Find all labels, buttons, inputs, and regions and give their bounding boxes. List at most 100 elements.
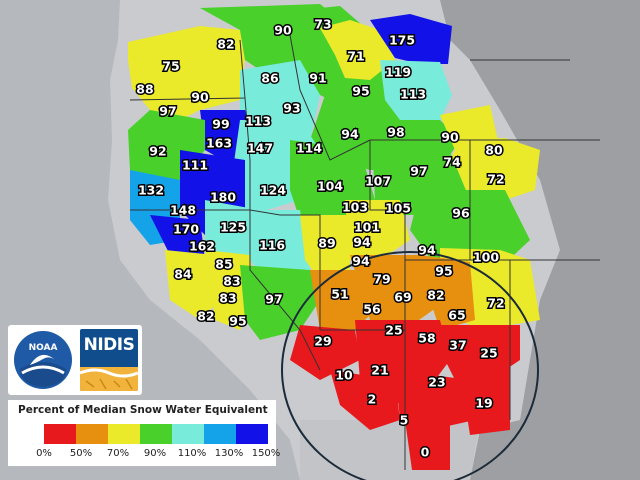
- region-gunnison: [420, 255, 475, 330]
- basin-value-107: 107: [365, 174, 391, 189]
- basin-value-71: 71: [347, 49, 364, 64]
- region-pecos: [460, 360, 510, 435]
- region-bear: [300, 215, 350, 280]
- legend-tick-label: 70%: [106, 448, 130, 459]
- great-plains-land: [440, 0, 640, 480]
- legend-tick-label: 90%: [143, 448, 167, 459]
- region-upper-colorado: [350, 255, 440, 330]
- basin-value-100: 100: [473, 250, 499, 265]
- basin-value-73: 73: [314, 17, 331, 32]
- basin-value-23: 23: [428, 375, 445, 390]
- basin-value-101: 101: [354, 220, 380, 235]
- basin-value-82-wa: 82: [217, 37, 234, 52]
- region-washington-west: [128, 26, 245, 125]
- basin-value-180: 180: [210, 190, 236, 205]
- basin-value-125: 125: [220, 220, 246, 235]
- basin-value-80: 80: [485, 143, 503, 158]
- mexico-land: [300, 420, 480, 480]
- boundary-plains: [470, 59, 600, 261]
- basin-value-65: 65: [448, 308, 465, 323]
- basin-value-170: 170: [173, 222, 199, 237]
- region-harney: [205, 200, 260, 260]
- basin-value-99: 99: [212, 117, 229, 132]
- basin-value-91: 91: [309, 71, 326, 86]
- basin-value-72-ne: 72: [487, 172, 504, 187]
- region-flathead: [320, 20, 395, 80]
- basin-value-97-wa: 97: [159, 104, 176, 119]
- legend-swatch-0: [44, 424, 76, 444]
- legend-color-bar: [44, 424, 268, 444]
- basin-value-175: 175: [389, 33, 415, 48]
- basin-value-94-co: 94: [418, 243, 436, 258]
- boundary-ca-nv: [249, 210, 321, 371]
- basin-value-95-co: 95: [435, 264, 452, 279]
- basin-value-114: 114: [296, 141, 322, 156]
- basin-value-56: 56: [363, 302, 381, 317]
- basin-value-89: 89: [318, 236, 335, 251]
- basin-value-2: 2: [368, 392, 377, 407]
- noaa-logo-text: NOAA: [29, 343, 58, 353]
- basin-value-29: 29: [314, 334, 331, 349]
- region-virgin: [290, 325, 360, 380]
- basin-value-98: 98: [387, 125, 404, 140]
- region-humboldt: [250, 210, 310, 285]
- region-sierra-north: [165, 250, 220, 320]
- basin-value-19: 19: [475, 396, 492, 411]
- basin-value-96: 96: [452, 206, 470, 221]
- legend-tick-label: 110%: [177, 448, 207, 459]
- basin-value-75: 75: [162, 59, 179, 74]
- basin-value-124: 124: [260, 183, 286, 198]
- map-legend: Percent of Median Snow Water Equivalent …: [8, 400, 280, 466]
- legend-swatch-1: [76, 424, 108, 444]
- region-rio-grande-central: [395, 370, 475, 430]
- basin-value-113-id: 113: [245, 114, 271, 129]
- legend-swatch-3: [140, 424, 172, 444]
- basin-value-83-b: 83: [219, 291, 236, 306]
- nidis-band-icon: [80, 367, 138, 391]
- legend-swatch-4: [172, 424, 204, 444]
- basin-value-labels: 90 73 175 82 71 75 86 91 119 88 95 113 90 93 97 99 113 94…: [135, 15, 506, 461]
- basin-value-111: 111: [182, 158, 208, 173]
- nidis-logo-text: NIDIS: [83, 335, 135, 355]
- basin-value-58: 58: [418, 331, 435, 346]
- region-central-nevada: [240, 265, 320, 340]
- region-upper-missouri: [370, 14, 452, 64]
- basin-value-25-az: 25: [385, 323, 402, 338]
- basin-value-95-mt: 95: [352, 84, 369, 99]
- basin-value-113-mt: 113: [400, 87, 426, 102]
- basin-value-88: 88: [136, 82, 153, 97]
- legend-tick-label: 150%: [251, 448, 281, 459]
- basin-value-148: 148: [170, 203, 196, 218]
- basin-value-163: 163: [206, 136, 232, 151]
- basin-value-10: 10: [335, 368, 353, 383]
- basin-value-105: 105: [385, 201, 411, 216]
- basin-regions: [128, 4, 540, 470]
- basin-value-82-ca: 82: [197, 309, 214, 324]
- basin-value-21: 21: [371, 363, 388, 378]
- legend-tick-label: 130%: [214, 448, 244, 459]
- basin-value-69: 69: [394, 290, 411, 305]
- legend-ticks: 0% 50% 70% 90% 110% 130% 150%: [30, 448, 280, 462]
- noaa-logo-icon: NOAA: [14, 331, 72, 389]
- boundary-id-mt: [289, 34, 371, 161]
- legend-title: Percent of Median Snow Water Equivalent: [18, 404, 268, 416]
- region-klamath: [150, 215, 205, 260]
- basin-value-94-mt: 94: [341, 127, 359, 142]
- basin-value-85: 85: [215, 257, 232, 272]
- region-yellowstone-north: [380, 60, 452, 120]
- basin-value-94-ut2: 94: [352, 254, 370, 269]
- basin-value-25-nm: 25: [480, 346, 497, 361]
- basin-value-92: 92: [149, 144, 166, 159]
- basin-value-94-ut: 94: [353, 235, 371, 250]
- basin-value-132: 132: [138, 183, 164, 198]
- basin-value-119: 119: [385, 65, 411, 80]
- agency-logos: NOAA NIDIS: [8, 325, 142, 395]
- boundary-wy-ut: [369, 140, 406, 330]
- basin-value-95-ca: 95: [229, 314, 246, 329]
- basin-value-82-co: 82: [427, 288, 444, 303]
- basin-value-51: 51: [331, 287, 348, 302]
- basin-value-79: 79: [373, 272, 390, 287]
- basin-value-104: 104: [317, 179, 343, 194]
